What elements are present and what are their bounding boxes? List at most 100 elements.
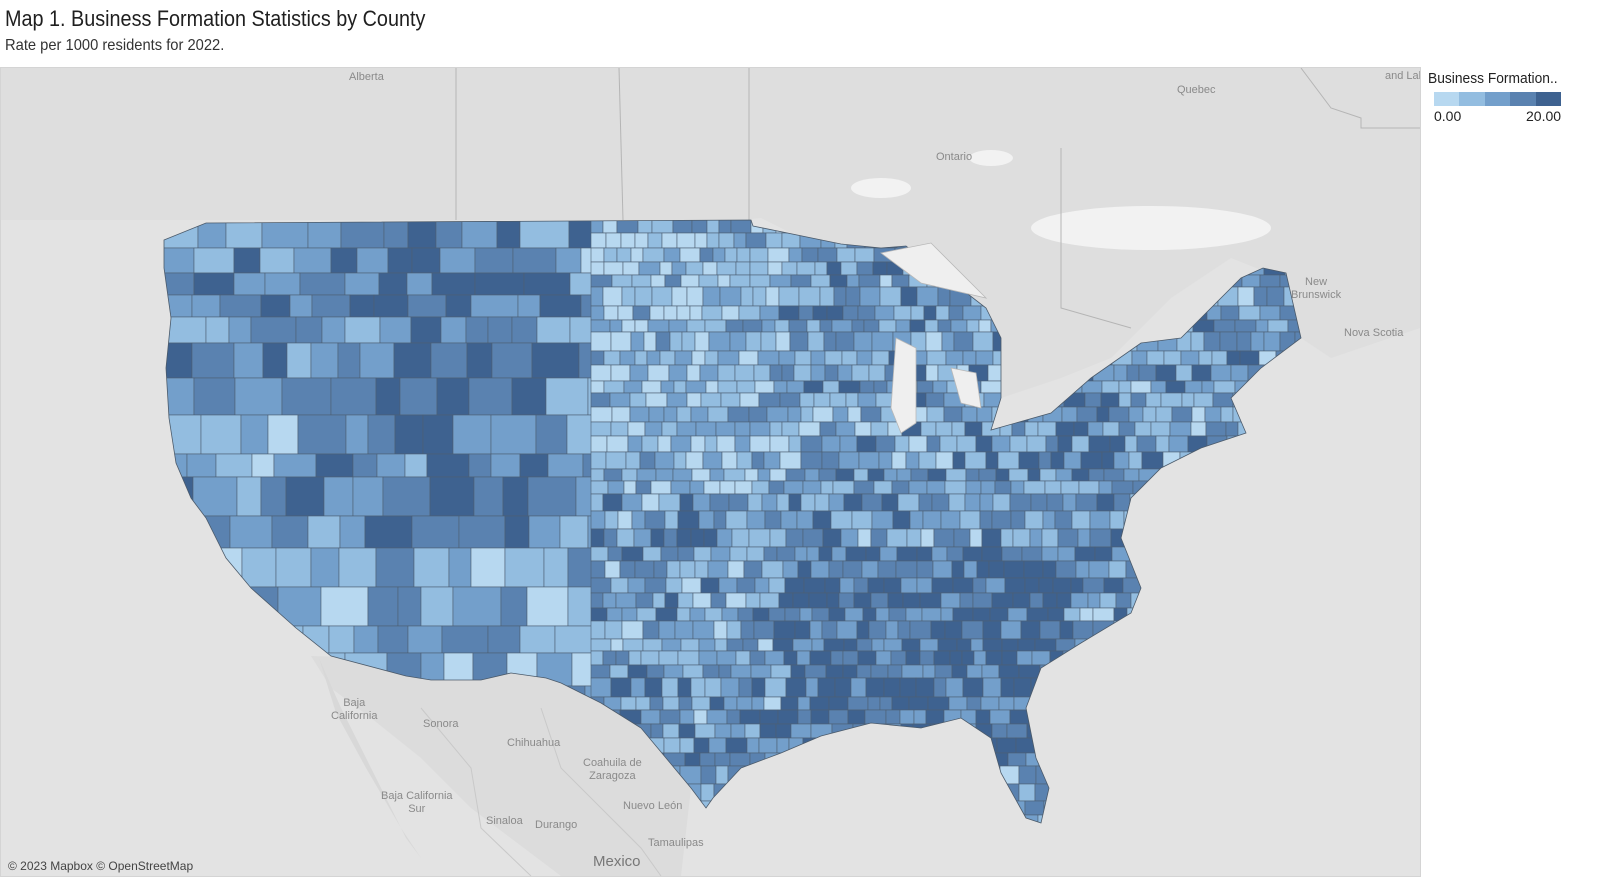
county[interactable] bbox=[975, 435, 993, 453]
county[interactable] bbox=[604, 620, 623, 640]
county[interactable] bbox=[860, 406, 882, 423]
county[interactable] bbox=[981, 528, 1002, 548]
county[interactable] bbox=[789, 331, 809, 352]
county[interactable] bbox=[458, 515, 506, 549]
county[interactable] bbox=[862, 607, 877, 622]
county[interactable] bbox=[743, 560, 763, 579]
county[interactable] bbox=[1074, 546, 1096, 562]
county[interactable] bbox=[1087, 592, 1101, 609]
county[interactable] bbox=[527, 476, 577, 517]
county[interactable] bbox=[271, 515, 309, 549]
county[interactable] bbox=[797, 709, 812, 725]
county[interactable] bbox=[727, 406, 750, 423]
county[interactable] bbox=[972, 577, 987, 594]
county[interactable] bbox=[604, 510, 619, 530]
county[interactable] bbox=[702, 286, 721, 307]
county[interactable] bbox=[676, 305, 691, 321]
county[interactable] bbox=[620, 232, 636, 249]
county[interactable] bbox=[1001, 650, 1018, 666]
county[interactable] bbox=[536, 316, 571, 344]
county[interactable] bbox=[590, 620, 606, 640]
county[interactable] bbox=[1203, 331, 1221, 352]
county[interactable] bbox=[410, 316, 442, 344]
county[interactable] bbox=[604, 560, 621, 579]
county[interactable] bbox=[740, 620, 755, 640]
county[interactable] bbox=[679, 560, 696, 579]
county[interactable] bbox=[790, 274, 812, 288]
county[interactable] bbox=[590, 406, 613, 423]
county[interactable] bbox=[704, 435, 718, 453]
county[interactable] bbox=[718, 232, 735, 249]
county[interactable] bbox=[857, 650, 877, 666]
county[interactable] bbox=[718, 664, 732, 679]
county[interactable] bbox=[933, 677, 947, 698]
county[interactable] bbox=[698, 510, 715, 530]
county[interactable] bbox=[698, 638, 716, 652]
county[interactable] bbox=[638, 261, 661, 276]
county[interactable] bbox=[526, 586, 569, 627]
county[interactable] bbox=[883, 638, 903, 652]
county[interactable] bbox=[1175, 364, 1193, 382]
county[interactable] bbox=[935, 421, 953, 437]
county[interactable] bbox=[1230, 364, 1249, 382]
county[interactable] bbox=[751, 451, 765, 470]
county[interactable] bbox=[891, 274, 910, 288]
county[interactable] bbox=[621, 546, 644, 562]
county[interactable] bbox=[555, 247, 582, 274]
county[interactable] bbox=[763, 696, 782, 711]
county[interactable] bbox=[919, 638, 939, 652]
county[interactable] bbox=[788, 493, 802, 512]
county[interactable] bbox=[1023, 480, 1046, 495]
county[interactable] bbox=[1079, 607, 1094, 622]
county[interactable] bbox=[776, 546, 796, 562]
county[interactable] bbox=[905, 650, 921, 666]
county[interactable] bbox=[980, 480, 996, 495]
county[interactable] bbox=[932, 380, 948, 394]
county[interactable] bbox=[264, 272, 301, 296]
county[interactable] bbox=[981, 546, 1003, 562]
county[interactable] bbox=[629, 392, 647, 408]
county[interactable] bbox=[663, 406, 678, 423]
county[interactable] bbox=[798, 305, 814, 321]
county[interactable] bbox=[969, 528, 983, 548]
county[interactable] bbox=[1123, 468, 1140, 482]
county[interactable] bbox=[646, 350, 661, 366]
county[interactable] bbox=[1045, 435, 1059, 453]
county[interactable] bbox=[940, 592, 961, 609]
county[interactable] bbox=[738, 677, 753, 698]
county[interactable] bbox=[664, 510, 679, 530]
county[interactable] bbox=[736, 380, 756, 394]
county[interactable] bbox=[650, 274, 666, 288]
county[interactable] bbox=[814, 493, 830, 512]
county[interactable] bbox=[1145, 392, 1162, 408]
county[interactable] bbox=[200, 414, 242, 455]
county[interactable] bbox=[500, 586, 528, 627]
county[interactable] bbox=[644, 510, 666, 530]
county[interactable] bbox=[799, 392, 815, 408]
county[interactable] bbox=[845, 392, 859, 408]
county[interactable] bbox=[919, 592, 942, 609]
county[interactable] bbox=[724, 247, 738, 263]
county[interactable] bbox=[818, 546, 833, 562]
county[interactable] bbox=[693, 546, 712, 562]
county[interactable] bbox=[785, 468, 806, 482]
county[interactable] bbox=[779, 392, 801, 408]
county[interactable] bbox=[1259, 305, 1281, 321]
county[interactable] bbox=[590, 528, 605, 548]
county[interactable] bbox=[853, 592, 872, 609]
county[interactable] bbox=[645, 392, 668, 408]
county[interactable] bbox=[951, 421, 966, 437]
county[interactable] bbox=[339, 515, 366, 549]
county[interactable] bbox=[729, 274, 751, 288]
county[interactable] bbox=[659, 709, 681, 725]
county[interactable] bbox=[512, 247, 557, 274]
county[interactable] bbox=[662, 696, 680, 711]
county[interactable] bbox=[800, 406, 814, 423]
county[interactable] bbox=[590, 607, 608, 622]
county[interactable] bbox=[490, 453, 521, 478]
county[interactable] bbox=[1070, 577, 1084, 594]
county[interactable] bbox=[733, 232, 747, 249]
county[interactable] bbox=[915, 677, 935, 698]
county[interactable] bbox=[590, 232, 607, 249]
county[interactable] bbox=[311, 294, 351, 318]
